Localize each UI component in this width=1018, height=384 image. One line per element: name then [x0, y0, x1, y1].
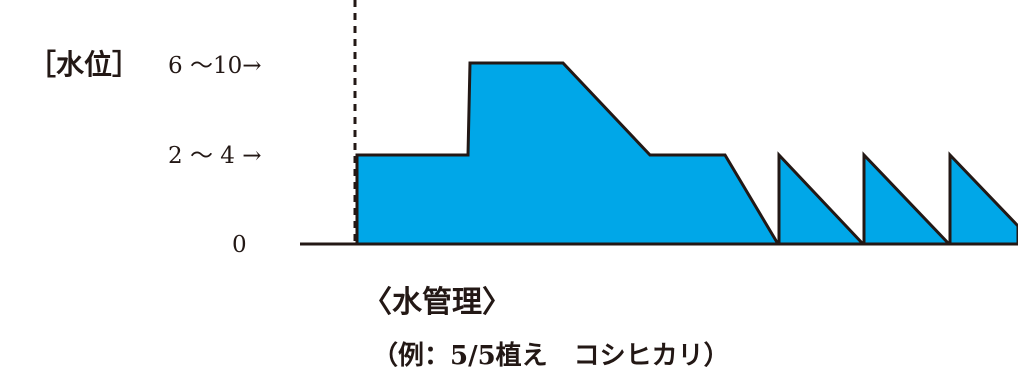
level-label-zero: 0: [232, 232, 247, 258]
intermittent-irrigation-3: [948, 151, 1018, 246]
diagram-subtitle: （例：5/5植え コシヒカリ）: [372, 341, 730, 371]
water-level-axis-label: ［水位］: [28, 48, 140, 81]
diagram-title: 〈水管理〉: [362, 285, 512, 320]
intermittent-irrigation-2: [862, 151, 953, 246]
level-label-mid: 2 ～ 4 →: [168, 143, 261, 169]
water-level-main-area: [355, 61, 781, 246]
intermittent-irrigation-1: [777, 151, 867, 246]
level-label-high: 6 ～10→: [168, 53, 261, 79]
